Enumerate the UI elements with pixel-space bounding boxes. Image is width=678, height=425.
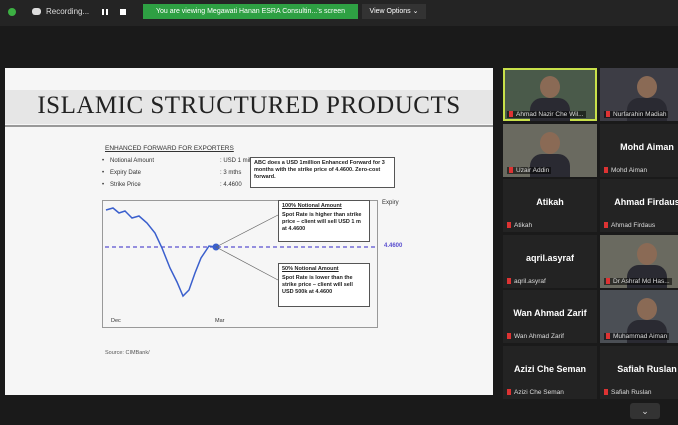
participant-display-name: aqril.asyraf [503,253,597,263]
callout-text: Spot Rate is higher than strike price – … [282,212,366,233]
participant-label: Atikah [507,222,532,229]
muted-mic-icon [606,111,610,117]
muted-mic-icon [507,389,511,395]
participant-tile[interactable]: Safiah Ruslan Safiah Ruslan [600,346,678,399]
muted-mic-icon [507,333,511,339]
participant-tile[interactable]: Nurfarahin Madiah [600,68,678,121]
participant-display-name: Atikah [503,197,597,207]
participant-label: Nurfarahin Madiah [604,111,668,118]
muted-mic-icon [509,111,513,117]
muted-mic-icon [507,278,511,284]
participant-tile[interactable]: aqril.asyraf aqril.asyraf [503,235,597,288]
muted-mic-icon [507,222,511,228]
participant-label: Dr Ashraf Md Has... [604,278,672,285]
video-head [540,76,560,98]
participant-tile[interactable]: Uzair Addin [503,124,597,177]
participant-name: Safiah Ruslan [611,389,651,396]
participant-tile[interactable]: Muhammad Aiman [600,290,678,343]
participant-label: Muhammad Aiman [604,333,669,340]
participant-label: Uzair Addin [507,167,551,174]
callout-title: 50% Notional Amount [282,266,366,273]
video-head [637,243,657,265]
video-head [540,132,560,154]
pause-button[interactable] [102,9,108,15]
participant-name: Nurfarahin Madiah [613,111,666,118]
participant-gallery: Ahmad Nazir Che Wil... Nurfarahin Madiah U… [503,68,678,403]
participant-name: Wan Ahmad Zarif [514,333,564,340]
participant-name: Dr Ashraf Md Has... [613,278,670,285]
participant-label: aqril.asyraf [507,278,546,285]
callout-box: 100% Notional Amount Spot Rate is higher… [278,200,370,242]
muted-mic-icon [606,333,610,339]
participant-tile[interactable]: Ahmad Firdaus Ahmad Firdaus [600,179,678,232]
participant-label: Mohd Aiman [604,167,647,174]
callout-text: Spot Rate is lower than the strike price… [282,275,366,296]
shared-slide: ISLAMIC STRUCTURED PRODUCTS ENHANCED FOR… [5,68,493,395]
muted-mic-icon [604,389,608,395]
participant-display-name: Safiah Ruslan [600,364,678,374]
muted-mic-icon [509,167,513,173]
participant-name: Muhammad Aiman [613,333,667,340]
status-icon [8,8,16,16]
participant-tile[interactable]: Azizi Che Seman Azizi Che Seman [503,346,597,399]
view-options-label: View Options [370,8,411,15]
participant-tile[interactable]: Mohd Aiman Mohd Aiman [600,124,678,177]
source-note: Source: CIMBank/ [105,350,150,356]
participant-display-name: Ahmad Firdaus [600,197,678,207]
recording-label: Recording... [46,7,89,16]
sharing-banner: You are viewing Megawati Hanan ESRA Cons… [143,4,358,19]
view-options[interactable]: View Options ⌄ [362,4,426,19]
muted-mic-icon [604,222,608,228]
participant-display-name: Mohd Aiman [600,142,678,152]
toolbar: Recording... You are viewing Megawati Ha… [0,0,678,26]
gallery-more-button[interactable]: ⌄ [630,403,660,419]
participant-display-name: Wan Ahmad Zarif [503,308,597,318]
participant-tile[interactable]: Dr Ashraf Md Has... [600,235,678,288]
price-line [106,208,216,296]
participant-label: Wan Ahmad Zarif [507,333,564,340]
participant-name: Mohd Aiman [611,167,647,174]
participant-name: Uzair Addin [516,167,549,174]
zoom-window: Recording... You are viewing Megawati Ha… [0,0,678,425]
record-icon [32,8,41,15]
callout-connector [216,247,278,280]
participant-tile[interactable]: Atikah Atikah [503,179,597,232]
video-head [637,298,657,320]
callout-connector [216,215,278,247]
stop-button[interactable] [120,9,126,15]
muted-mic-icon [604,167,608,173]
participant-label: Azizi Che Seman [507,389,564,396]
participant-tile[interactable]: Wan Ahmad Zarif Wan Ahmad Zarif [503,290,597,343]
video-head [637,76,657,98]
participant-label: Ahmad Firdaus [604,222,655,229]
callout-title: 100% Notional Amount [282,203,366,210]
participant-name: aqril.asyraf [514,278,546,285]
participant-display-name: Azizi Che Seman [503,364,597,374]
callout-box: 50% Notional Amount Spot Rate is lower t… [278,263,370,307]
participant-tile[interactable]: Ahmad Nazir Che Wil... [503,68,597,121]
chart-drawing [5,68,493,395]
participant-name: Ahmad Nazir Che Wil... [516,111,584,118]
participant-name: Azizi Che Seman [514,389,564,396]
participant-label: Ahmad Nazir Che Wil... [507,111,586,118]
participant-name: Ahmad Firdaus [611,222,655,229]
muted-mic-icon [606,278,610,284]
participant-label: Safiah Ruslan [604,389,651,396]
participant-name: Atikah [514,222,532,229]
